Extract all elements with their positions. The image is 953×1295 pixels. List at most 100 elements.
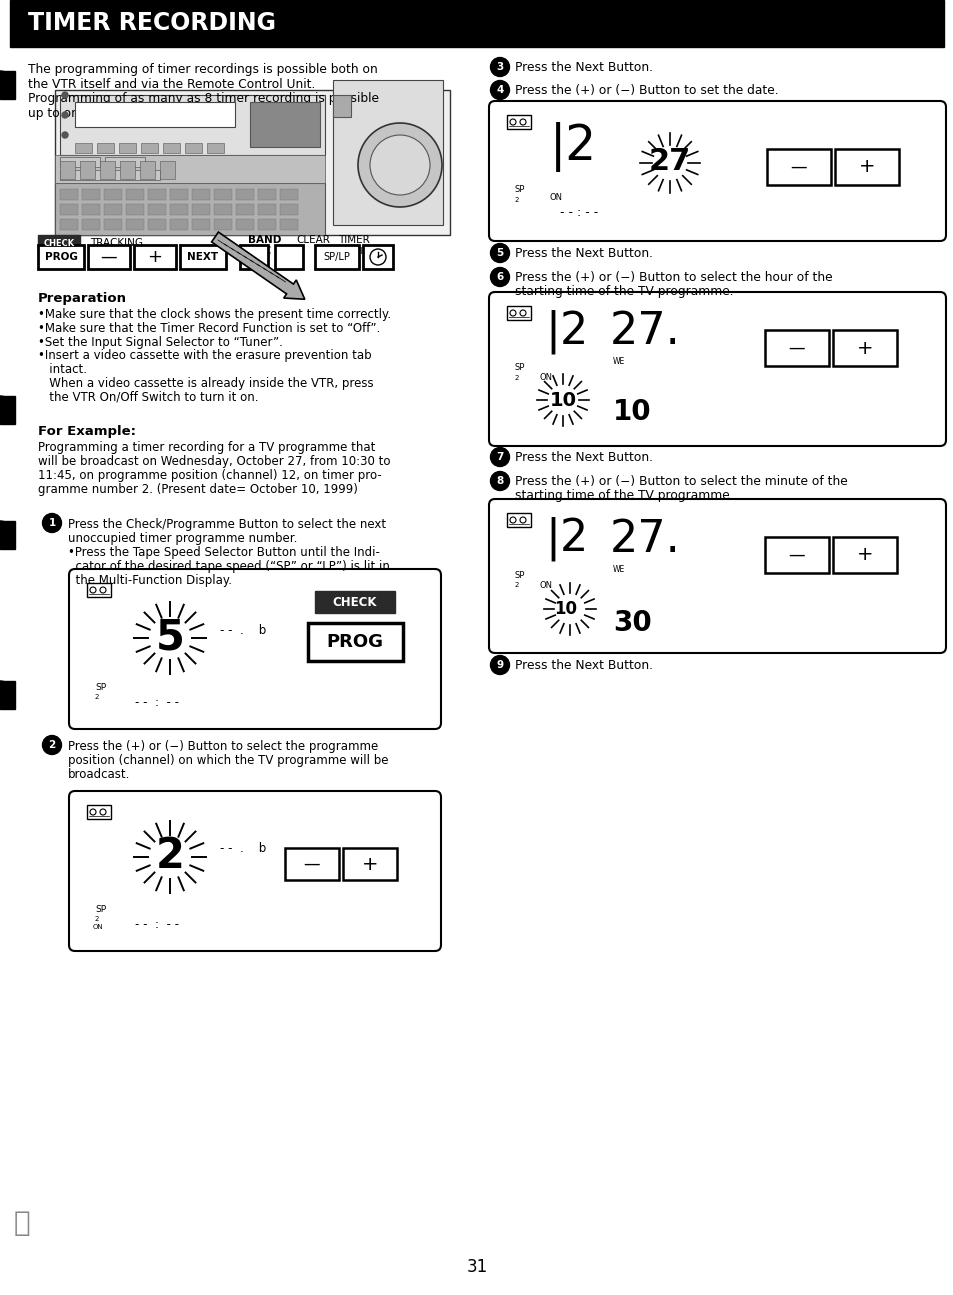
Bar [119,142,136,153]
Text: 1: 1 [49,518,55,528]
Bar [141,142,158,153]
Bar [213,189,232,199]
Circle shape [490,57,509,76]
FancyBboxPatch shape [69,791,440,951]
Bar [832,330,896,366]
Text: - -  :  - -: - - : - - [135,697,179,710]
Bar [363,245,393,269]
Bar [75,102,234,127]
Bar [126,205,144,215]
Bar [250,102,319,148]
Text: TRACKING: TRACKING [90,238,143,249]
Text: WE: WE [613,565,624,574]
Circle shape [0,71,14,98]
Bar [192,189,210,199]
Text: •Set the Input Signal Selector to “Tuner”.: •Set the Input Signal Selector to “Tuner… [38,335,283,348]
Bar [185,142,202,153]
Text: the VTR On/Off Switch to turn it on.: the VTR On/Off Switch to turn it on. [38,391,258,404]
Bar [104,189,122,199]
Text: +: + [148,249,162,265]
Circle shape [519,310,525,316]
Text: The programming of timer recordings is possible both on: The programming of timer recordings is p… [28,63,377,76]
Bar [280,219,297,231]
FancyArrow shape [212,232,304,299]
Text: 10: 10 [549,391,576,409]
Text: PROG: PROG [326,633,383,651]
Bar [126,189,144,199]
Circle shape [0,396,14,423]
Text: AFC: AFC [252,246,273,256]
Circle shape [357,123,441,207]
Bar [333,80,442,225]
Text: broadcast.: broadcast. [68,768,131,781]
Text: Preparation: Preparation [38,291,127,306]
Bar [0,71,15,98]
Text: Programming of as many as 8 timer recording is possible: Programming of as many as 8 timer record… [28,92,378,105]
Circle shape [490,655,509,675]
Text: Press the (+) or (−) Button to select the hour of the: Press the (+) or (−) Button to select th… [515,271,832,284]
Text: intact.: intact. [38,363,87,377]
Text: SP: SP [515,571,525,579]
Text: SP: SP [95,904,106,913]
Bar [506,513,531,527]
Text: TIMER RECORDING: TIMER RECORDING [28,10,275,35]
Text: Press the (+) or (−) Button to set the date.: Press the (+) or (−) Button to set the d… [515,84,778,97]
Bar [55,89,450,234]
Text: 10: 10 [613,398,651,426]
Text: ON: ON [92,925,104,930]
Text: Press the Next Button.: Press the Next Button. [515,247,652,260]
Text: 6: 6 [496,272,503,282]
Circle shape [510,517,516,523]
Circle shape [43,514,61,532]
Text: 30: 30 [613,609,651,637]
Text: up to one month in advance.: up to one month in advance. [28,106,205,119]
Text: 2: 2 [95,916,99,922]
Bar [55,183,325,234]
Text: Press the Next Button.: Press the Next Button. [515,659,652,672]
Circle shape [90,809,96,815]
Bar [333,95,351,117]
Text: Press the (+) or (−) Button to select the programme: Press the (+) or (−) Button to select th… [68,739,377,752]
Bar [180,245,226,269]
Text: 2: 2 [155,835,184,877]
Bar [0,681,15,708]
Text: cator of the desired tape speed (“SP” or “LP”) is lit in: cator of the desired tape speed (“SP” or… [68,559,390,572]
Bar [285,848,338,881]
Circle shape [510,310,516,316]
Bar [80,161,95,179]
Text: - -  .    b: - - . b [220,843,266,856]
Text: —: — [101,249,117,265]
Text: PROG: PROG [45,253,77,262]
Bar [148,189,166,199]
Bar [38,234,80,253]
Circle shape [100,809,106,815]
Text: 11:45, on programme position (channel) 12, on timer pro-: 11:45, on programme position (channel) 1… [38,469,381,482]
Text: 2: 2 [515,376,518,381]
Bar [213,205,232,215]
Bar [0,521,15,549]
Circle shape [62,111,68,118]
Bar [82,205,100,215]
Bar [257,189,275,199]
Text: +: + [361,855,377,874]
Bar [140,161,154,179]
Text: 9: 9 [496,660,503,670]
Bar [148,219,166,231]
Text: For Example:: For Example: [38,425,136,438]
FancyBboxPatch shape [489,291,945,445]
Text: +: + [856,545,872,565]
Text: |2: |2 [550,122,597,172]
Bar [60,95,325,155]
Circle shape [43,736,61,755]
Text: 7: 7 [496,452,503,462]
Text: +: + [858,158,874,176]
Text: TIMER: TIMER [337,234,370,245]
Text: ON: ON [550,193,562,202]
Bar [235,205,253,215]
Bar [832,537,896,572]
Text: •Make sure that the Timer Record Function is set to “Off”.: •Make sure that the Timer Record Functio… [38,321,380,335]
Bar [343,848,396,881]
Text: RECORDING REC: RECORDING REC [326,246,393,255]
Text: starting time of the TV programme.: starting time of the TV programme. [515,490,733,502]
Text: NEXT: NEXT [187,253,218,262]
